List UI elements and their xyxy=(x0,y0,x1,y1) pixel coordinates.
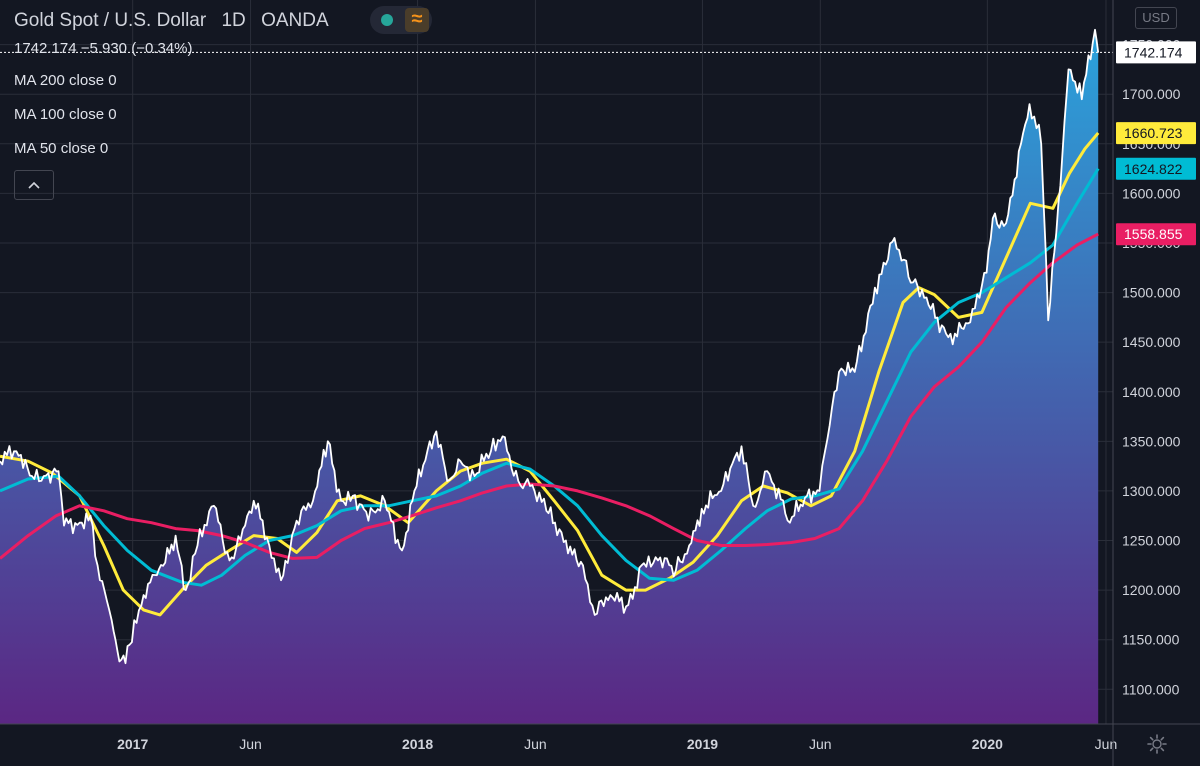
currency-button[interactable]: USD xyxy=(1135,7,1177,29)
y-tick-label: 1450.000 xyxy=(1122,334,1181,350)
y-tick-label: 1100.000 xyxy=(1122,681,1180,697)
y-tick-label: 1700.000 xyxy=(1122,86,1181,102)
status-dot-icon xyxy=(381,14,393,26)
gear-icon[interactable] xyxy=(1146,733,1168,755)
x-tick-label: Jun xyxy=(809,736,832,752)
series-line-ma200 xyxy=(0,232,1099,560)
series-lines xyxy=(0,28,1113,665)
price-label-price-bg xyxy=(1116,41,1196,64)
y-tick-label: 1200.000 xyxy=(1122,582,1181,598)
indicator-ma50[interactable]: MA 50 close 0 xyxy=(14,140,109,157)
y-tick-label: 1350.000 xyxy=(1122,433,1181,449)
y-tick-label: 1150.000 xyxy=(1122,632,1180,648)
x-tick-label: Jun xyxy=(239,736,262,752)
x-tick-label: 2017 xyxy=(117,736,148,752)
wave-icon[interactable]: ≈ xyxy=(405,8,429,32)
price-quote: 1742.174 −5.930 (−0.34%) xyxy=(14,40,193,57)
price-label-ma200-bg xyxy=(1116,223,1196,246)
x-tick-label: 2020 xyxy=(972,736,1003,752)
source-label: OANDA xyxy=(261,10,329,31)
chevron-up-icon xyxy=(28,181,40,189)
price-label-ma100: 1624.822 xyxy=(1124,161,1183,177)
collapse-indicators-button[interactable] xyxy=(14,170,54,200)
x-tick-label: 2018 xyxy=(402,736,433,752)
y-tick-label: 1400.000 xyxy=(1122,384,1181,400)
x-tick-label: Jun xyxy=(1095,736,1118,752)
price-label-ma200: 1558.855 xyxy=(1124,226,1183,242)
y-tick-label: 1600.000 xyxy=(1122,185,1181,201)
indicator-ma100[interactable]: MA 100 close 0 xyxy=(14,106,117,123)
symbol-title[interactable]: Gold Spot / U.S. Dollar xyxy=(14,10,207,31)
interval-label[interactable]: 1D xyxy=(221,10,246,31)
price-area-fill xyxy=(0,29,1099,725)
price-label-ma100-bg xyxy=(1116,157,1196,180)
indicator-ma200[interactable]: MA 200 close 0 xyxy=(14,72,117,89)
y-tick-label: 1300.000 xyxy=(1122,483,1181,499)
price-label-ma50: 1660.723 xyxy=(1124,125,1183,141)
status-pills[interactable]: ≈ xyxy=(370,6,432,34)
chart-header: Gold Spot / U.S. Dollar 1D OANDA xyxy=(14,10,339,32)
price-label-ma50-bg xyxy=(1116,122,1196,145)
price-labels: 1742.174 1660.723 1624.822 1558.855 xyxy=(1116,41,1196,246)
x-tick-label: 2019 xyxy=(687,736,718,752)
y-tick-label: 1250.000 xyxy=(1122,533,1181,549)
price-area xyxy=(0,29,1099,725)
y-tick-label: 1500.000 xyxy=(1122,285,1181,301)
series-line-price xyxy=(0,28,1100,665)
series-line-ma50 xyxy=(0,131,1100,617)
price-label-price: 1742.174 xyxy=(1124,44,1183,60)
x-tick-label: Jun xyxy=(524,736,547,752)
